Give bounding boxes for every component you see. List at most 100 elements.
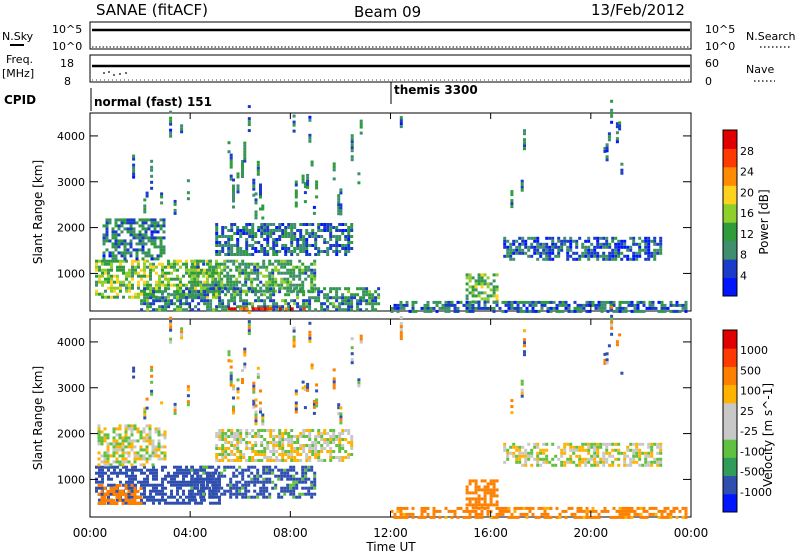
heatmap-cell — [241, 483, 245, 487]
freq-panel: Freq. [MHz] 18 8 60 0 Nave — [2, 53, 775, 88]
heatmap-cell — [277, 268, 281, 272]
heatmap-cell — [241, 166, 244, 169]
heatmap-cell — [641, 239, 645, 243]
heatmap-cell — [126, 248, 130, 252]
heatmap-cell — [203, 302, 207, 306]
heatmap-cell — [227, 302, 231, 306]
heatmap-cell — [557, 236, 561, 240]
heatmap-cell — [608, 254, 612, 258]
heatmap-cell — [137, 262, 140, 266]
heatmap-cell — [250, 268, 254, 272]
heatmap-cell — [115, 496, 119, 499]
heatmap-cell — [268, 477, 272, 481]
heatmap-cell — [218, 277, 221, 281]
heatmap-cell — [245, 429, 249, 432]
heatmap-cell — [235, 265, 239, 269]
heatmap-cell — [111, 257, 115, 261]
heatmap-cell — [480, 291, 484, 295]
heatmap-cell — [411, 300, 415, 304]
heatmap-cell — [114, 233, 118, 237]
heatmap-cell — [660, 509, 664, 513]
heatmap-cell — [587, 448, 591, 452]
heatmap-cell — [320, 302, 324, 306]
heatmap-cell — [584, 457, 588, 461]
heatmap-cell — [527, 236, 531, 240]
heatmap-cell — [191, 268, 194, 272]
heatmap-cell — [290, 299, 294, 303]
heatmap-cell — [317, 450, 321, 453]
heatmap-cell — [149, 283, 152, 287]
heatmap-cell — [124, 499, 128, 502]
heatmap-cell — [308, 235, 312, 238]
heatmap-cell — [518, 251, 522, 255]
heatmap-cell — [471, 506, 475, 510]
heatmap-cell — [611, 239, 615, 243]
heatmap-cell — [149, 277, 152, 281]
heatmap-cell — [350, 247, 354, 250]
heatmap-cell — [320, 444, 324, 447]
heatmap-cell — [569, 454, 573, 458]
heatmap-cell — [615, 306, 619, 310]
heatmap-cell — [143, 290, 147, 294]
heatmap-cell — [188, 483, 191, 487]
heatmap-cell — [173, 293, 177, 297]
heatmap-cell — [260, 244, 264, 247]
heatmap-cell — [569, 236, 573, 240]
heatmap-cell — [118, 460, 122, 464]
heatmap-cell — [108, 221, 112, 225]
heatmap-cell — [196, 483, 200, 487]
heatmap-cell — [143, 302, 147, 306]
heatmap-cell — [250, 280, 254, 284]
heatmap-cell — [274, 483, 278, 487]
heatmap-cell — [599, 445, 603, 449]
heatmap-cell — [209, 501, 212, 505]
heatmap-cell — [215, 259, 218, 263]
heatmap-cell — [227, 150, 231, 154]
heatmap-cell — [615, 122, 619, 126]
heatmap-cell — [229, 374, 233, 378]
heatmap-cell — [269, 307, 273, 311]
heatmap-cell — [100, 430, 104, 434]
heatmap-cell — [131, 471, 134, 475]
heatmap-cell — [338, 244, 342, 247]
heatmap-cell — [179, 302, 183, 306]
heatmap-cell — [161, 465, 164, 469]
heatmap-cell — [339, 406, 343, 410]
heatmap-cell — [468, 303, 472, 307]
heatmap-cell — [650, 239, 654, 243]
heatmap-cell — [292, 480, 296, 484]
heatmap-cell — [128, 486, 131, 490]
heatmap-cell — [101, 465, 104, 469]
heatmap-cell — [596, 445, 600, 449]
heatmap-cell — [546, 306, 550, 310]
heatmap-cell — [151, 451, 155, 455]
heatmap-cell — [146, 259, 149, 263]
heatmap-cell — [374, 296, 378, 300]
heatmap-cell — [128, 286, 131, 290]
heatmap-cell — [161, 299, 165, 303]
heatmap-cell — [239, 296, 243, 300]
heatmap-cell — [305, 444, 309, 447]
heatmap-cell — [618, 506, 622, 510]
heatmap-cell — [197, 296, 201, 300]
heatmap-cell — [256, 468, 260, 472]
heatmap-cell — [396, 309, 400, 313]
heatmap-cell — [280, 489, 284, 493]
heatmap-cell — [492, 309, 496, 313]
heatmap-cell — [271, 468, 275, 472]
heatmap-cell — [576, 506, 580, 510]
heatmap-cell — [245, 238, 249, 241]
heatmap-cell — [262, 471, 266, 475]
heatmap-cell — [186, 388, 190, 392]
heatmap-cell — [221, 305, 225, 309]
heatmap-cell — [533, 442, 537, 446]
heatmap-cell — [663, 509, 667, 513]
heatmap-cell — [247, 123, 251, 127]
heatmap-cell — [206, 290, 210, 294]
heatmap-cell — [123, 218, 127, 222]
heatmap-cell — [158, 501, 161, 505]
heatmap-cell — [644, 248, 648, 252]
heatmap-cell — [290, 441, 294, 444]
heatmap-cell — [650, 251, 654, 255]
